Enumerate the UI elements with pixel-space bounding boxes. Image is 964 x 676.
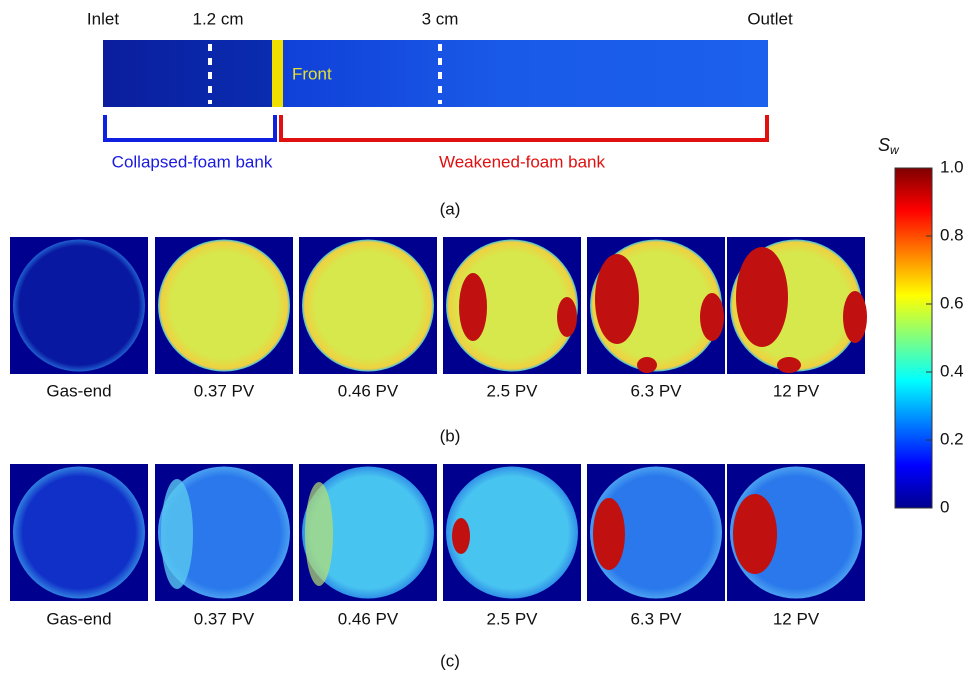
colorbar-tick-label: 0	[940, 497, 949, 516]
high-saturation-zone	[557, 297, 577, 337]
high-saturation-zone	[452, 518, 470, 554]
weakened-label: Weakened-foam bank	[439, 152, 606, 171]
high-saturation-zone	[777, 357, 801, 373]
high-saturation-zone	[700, 293, 724, 341]
image-label: 2.5 PV	[486, 381, 538, 400]
image-label: 0.37 PV	[194, 381, 255, 400]
symbol: S	[878, 135, 890, 155]
image-label: 12 PV	[773, 609, 820, 628]
inlet-label: Inlet	[87, 9, 119, 28]
high-saturation-zone	[637, 357, 657, 373]
colorbar-tick-label: 0.2	[940, 429, 964, 448]
collapsed-bracket	[105, 115, 275, 140]
collapsed-label: Collapsed-foam bank	[112, 152, 273, 171]
colorbar-tick-label: 0.4	[940, 361, 964, 380]
image-label: 12 PV	[773, 381, 820, 400]
colorbar-tick-label: 1.0	[940, 157, 964, 176]
caption: (c)	[440, 651, 460, 670]
core-image	[103, 40, 768, 107]
high-saturation-zone	[733, 494, 777, 574]
colorbar-tick-label: 0.6	[940, 293, 964, 312]
saturation-band	[161, 479, 193, 589]
high-saturation-zone	[459, 273, 487, 341]
caption: (b)	[440, 426, 461, 445]
outlet-label: Outlet	[747, 9, 793, 28]
saturation-map	[13, 240, 145, 372]
colorbar-label: Sw	[878, 135, 900, 157]
figure: Inlet 1.2 cm 3 cm Outlet Front Collapsed…	[0, 0, 964, 676]
high-saturation-zone	[595, 254, 639, 344]
saturation-band	[305, 482, 333, 586]
image-label: 2.5 PV	[486, 609, 538, 628]
saturation-map	[302, 240, 434, 372]
image-label: 6.3 PV	[630, 381, 682, 400]
saturation-map	[13, 467, 145, 599]
caption: (a)	[440, 199, 461, 218]
saturation-map	[158, 240, 290, 372]
position-label: 3 cm	[422, 9, 459, 28]
weakened-bracket	[281, 115, 767, 140]
colorbar	[895, 168, 932, 508]
colorbar-tick-label: 0.8	[940, 225, 964, 244]
position-label: 1.2 cm	[192, 9, 243, 28]
subscript: w	[890, 143, 900, 157]
front-label: Front	[292, 64, 332, 83]
image-label: 0.37 PV	[194, 609, 255, 628]
image-label: 0.46 PV	[338, 609, 399, 628]
image-label: Gas-end	[46, 609, 111, 628]
high-saturation-zone	[843, 291, 867, 343]
high-saturation-zone	[593, 498, 625, 570]
high-saturation-zone	[736, 247, 788, 347]
image-label: Gas-end	[46, 381, 111, 400]
front-marker	[272, 40, 283, 107]
image-label: 6.3 PV	[630, 609, 682, 628]
image-label: 0.46 PV	[338, 381, 399, 400]
